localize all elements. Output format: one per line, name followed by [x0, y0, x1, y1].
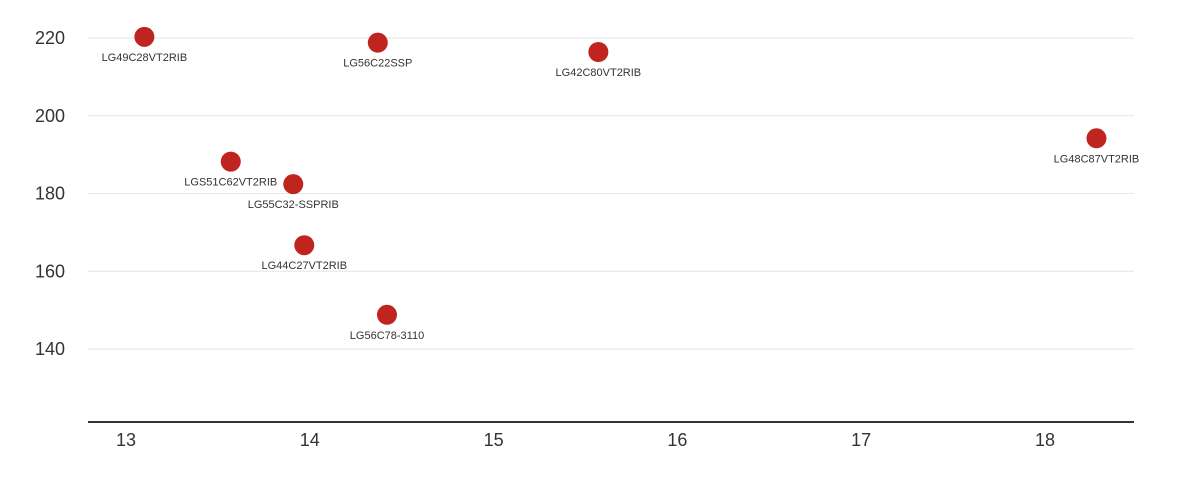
data-point[interactable] — [1086, 128, 1107, 149]
data-point-group: LG56C22SSP — [343, 32, 412, 70]
data-point-group: LG49C28VT2RIB — [102, 26, 188, 64]
y-tick-label-200: 200 — [35, 106, 65, 126]
data-point[interactable] — [283, 174, 304, 195]
data-point-label: LG48C87VT2RIB — [1054, 153, 1140, 165]
data-point-group: LG55C32-SSPRIB — [248, 174, 339, 211]
x-tick-label-13: 13 — [116, 430, 136, 450]
y-tick-label-220: 220 — [35, 28, 65, 48]
x-tick-label-15: 15 — [484, 430, 504, 450]
data-point[interactable] — [367, 32, 388, 53]
y-tick-label-160: 160 — [35, 261, 65, 281]
x-tick-label-17: 17 — [851, 430, 871, 450]
grid-lines — [88, 37, 1134, 350]
y-axis-ticks: 140 160 180 200 220 — [35, 28, 65, 359]
y-tick-label-180: 180 — [35, 184, 65, 204]
x-tick-label-14: 14 — [300, 430, 320, 450]
data-point-label: LGS51C62VT2RIB — [184, 177, 277, 189]
data-point-label: LG55C32-SSPRIB — [248, 199, 339, 211]
data-point[interactable] — [588, 41, 609, 62]
data-point-label: LG42C80VT2RIB — [556, 67, 642, 79]
data-point-label: LG44C27VT2RIB — [261, 260, 347, 272]
data-point-group: LG56C78-3110 — [350, 304, 424, 342]
data-point-group: LG42C80VT2RIB — [556, 41, 642, 79]
data-point[interactable] — [376, 304, 397, 325]
x-axis-ticks: 13 14 15 16 17 18 — [116, 430, 1055, 450]
data-point-group: LGS51C62VT2RIB — [184, 151, 277, 189]
data-point[interactable] — [294, 235, 315, 256]
data-point-group: LG48C87VT2RIB — [1054, 128, 1140, 165]
data-point[interactable] — [134, 26, 155, 47]
data-point-label: LG56C78-3110 — [350, 330, 424, 342]
x-tick-label-16: 16 — [667, 430, 687, 450]
data-points: LG49C28VT2RIB LG56C22SSP LG42C80VT2RIB LG48… — [102, 26, 1140, 342]
y-tick-label-140: 140 — [35, 339, 65, 359]
x-tick-label-18: 18 — [1035, 430, 1055, 450]
data-point-group: LG44C27VT2RIB — [261, 235, 347, 272]
data-point[interactable] — [220, 151, 241, 172]
data-point-label: LG56C22SSP — [343, 58, 412, 70]
data-point-label: LG49C28VT2RIB — [102, 52, 188, 64]
